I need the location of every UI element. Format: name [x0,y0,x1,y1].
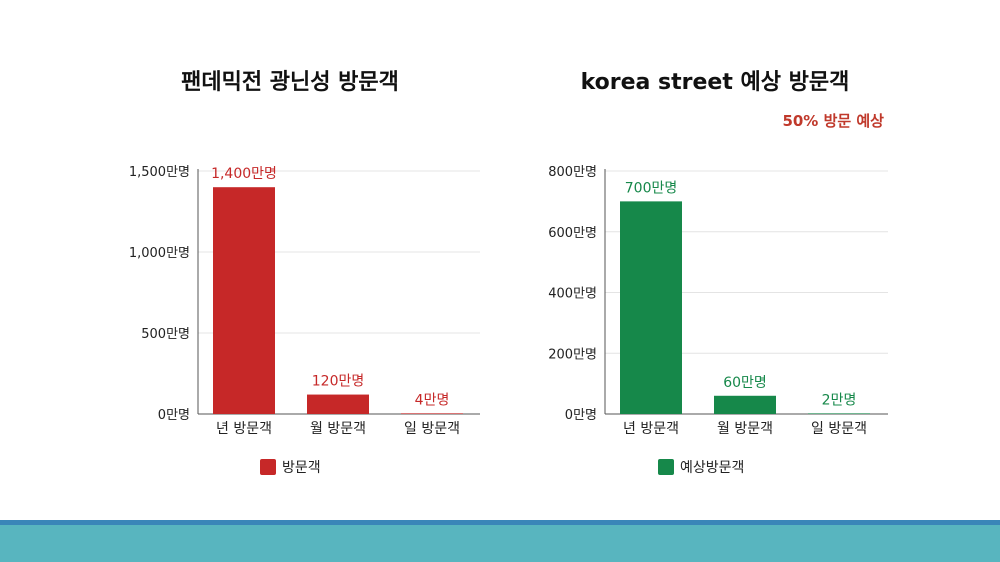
left-chart-title: 팬데믹전 광닌성 방문객 [181,70,399,95]
left-data-label: 120만명 [312,374,364,390]
right-ytick-label: 400만명 [548,287,597,302]
right-bar [808,413,870,414]
footer-accent-line [0,520,1000,525]
left-ytick-label: 0만명 [158,408,190,423]
left-category-label: 월 방문객 [310,421,366,437]
right-ytick-label: 600만명 [548,226,597,241]
left-bar [401,413,463,414]
right-category-label: 년 방문객 [623,421,679,437]
left-ytick-label: 500만명 [141,327,190,342]
right-ytick-label: 200만명 [548,347,597,362]
left-category-label: 년 방문객 [216,421,272,437]
right-bar [620,201,682,414]
right-data-label: 700만명 [625,180,677,196]
left-category-label: 일 방문객 [404,421,460,437]
right-ytick-label: 800만명 [548,165,597,180]
right-category-label: 월 방문객 [717,421,773,437]
right-data-label: 60만명 [723,375,767,391]
forecast-note: 50% 방문 예상 [782,112,884,130]
right-bar [714,395,776,414]
right-legend-swatch [658,459,674,475]
right-legend-label: 예상방문객 [680,460,744,476]
left-ytick-label: 1,500만명 [129,165,190,180]
left-data-label: 1,400만명 [211,166,277,182]
left-bar [307,394,369,414]
left-legend-label: 방문객 [282,460,321,476]
left-ytick-label: 1,000만명 [129,246,190,261]
footer-band [0,525,1000,562]
right-category-label: 일 방문객 [811,421,867,437]
right-data-label: 2만명 [822,392,857,408]
right-ytick-label: 0만명 [565,408,597,423]
right-chart-title: korea street 예상 방문객 [580,70,850,95]
left-bar [213,187,275,414]
left-legend-swatch [260,459,276,475]
left-data-label: 4만명 [415,392,450,408]
